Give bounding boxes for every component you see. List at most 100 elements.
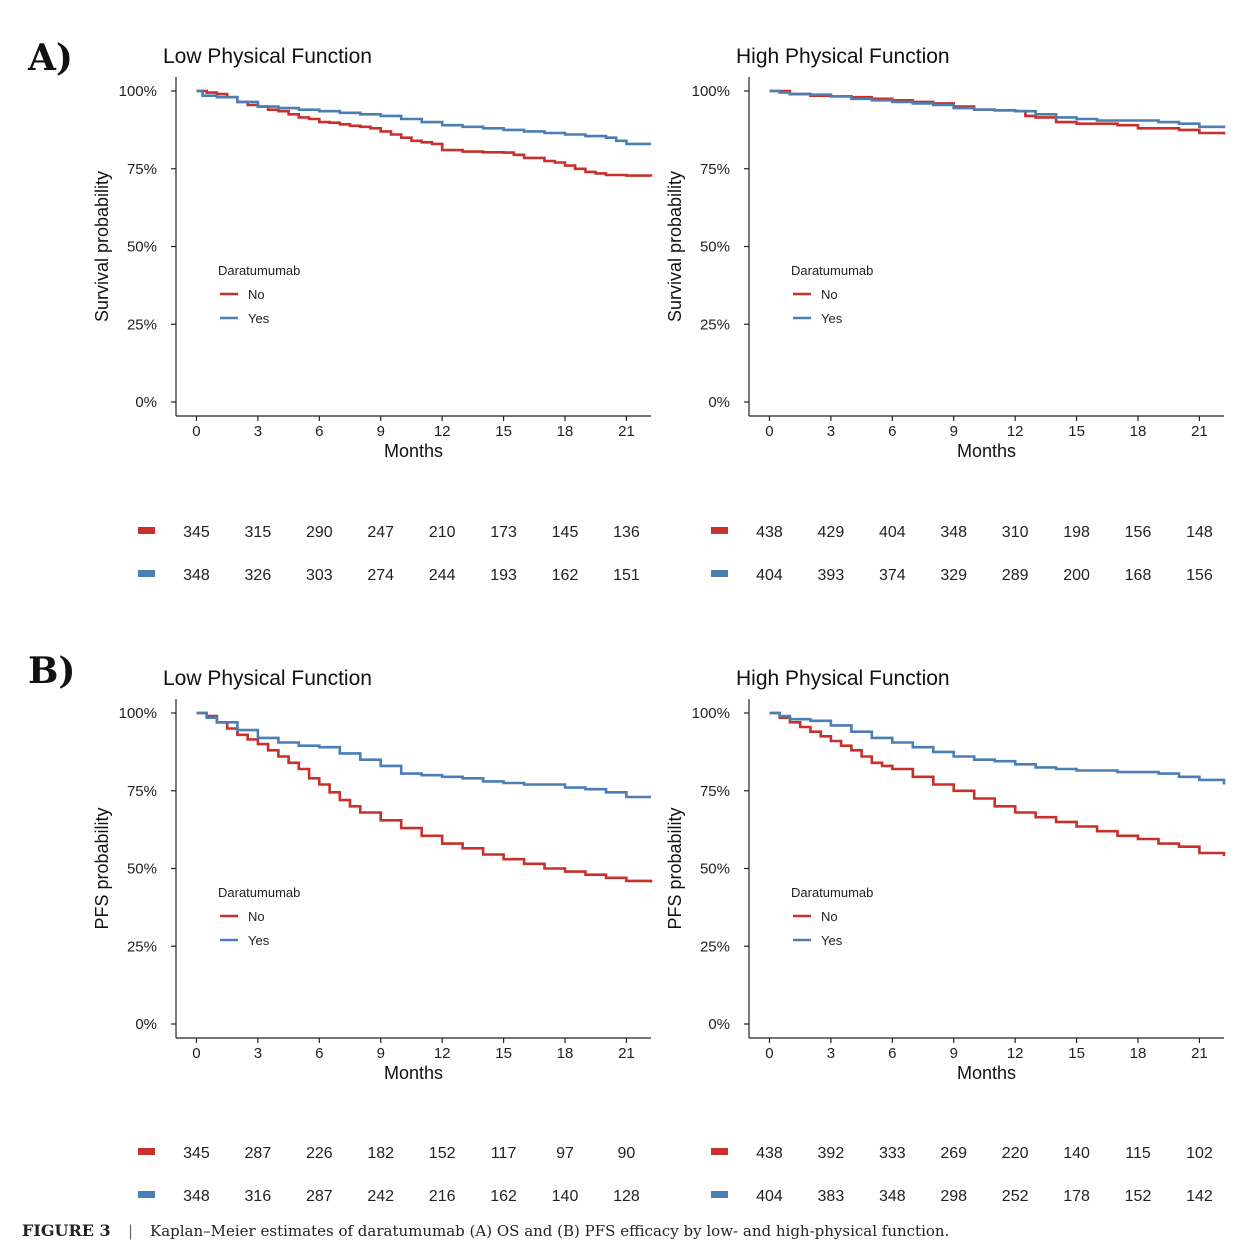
risk-count: 178 [1063, 1188, 1090, 1205]
risk-count: 247 [367, 524, 394, 541]
y-tick-label: 75% [127, 161, 157, 178]
y-tick-label: 100% [692, 705, 730, 722]
km-curve-yes [196, 711, 651, 799]
x-tick-label: 3 [827, 423, 835, 440]
legend-label-no: No [248, 909, 265, 924]
km-curve-yes [769, 711, 1226, 785]
risk-count: 316 [245, 1188, 272, 1205]
risk-count: 383 [818, 1188, 845, 1205]
risk-count: 200 [1063, 567, 1090, 584]
y-tick-label: 50% [127, 861, 157, 878]
x-axis-label: Months [384, 1063, 443, 1083]
legend-title: Daratumumab [218, 263, 300, 278]
risk-count: 329 [940, 567, 967, 584]
x-tick-label: 12 [1007, 423, 1024, 440]
risk-count: 287 [306, 1188, 333, 1205]
risk-count: 168 [1125, 567, 1152, 584]
risk-count: 393 [818, 567, 845, 584]
x-tick-label: 0 [192, 423, 200, 440]
risk-count: 226 [306, 1145, 333, 1162]
x-tick-label: 12 [1007, 1045, 1024, 1062]
y-axis-label: PFS probability [92, 807, 112, 929]
y-tick-label: 100% [119, 83, 157, 100]
risk-count: 210 [429, 524, 456, 541]
risk-count: 348 [879, 1188, 906, 1205]
x-tick-label: 15 [495, 1045, 512, 1062]
x-tick-label: 18 [557, 1045, 574, 1062]
risk-count: 404 [756, 1188, 783, 1205]
plot-title: Low Physical Function [163, 45, 372, 68]
risk-count: 216 [429, 1188, 456, 1205]
y-tick-label: 0% [708, 1016, 730, 1033]
x-tick-label: 6 [315, 1045, 323, 1062]
x-tick-label: 12 [434, 423, 451, 440]
risk-count: 136 [613, 524, 640, 541]
panel-label-b: B) [28, 650, 75, 692]
risk-count: 193 [490, 567, 517, 584]
legend-title: Daratumumab [791, 263, 873, 278]
x-tick-label: 18 [1130, 423, 1147, 440]
y-tick-label: 25% [700, 316, 730, 333]
legend-label-no: No [821, 287, 838, 302]
legend-label-yes: Yes [248, 311, 270, 326]
risk-count: 290 [306, 524, 333, 541]
risk-count: 102 [1186, 1145, 1213, 1162]
risk-count: 374 [879, 567, 906, 584]
risk-count: 345 [183, 1145, 210, 1162]
x-tick-label: 6 [888, 1045, 896, 1062]
risk-count: 152 [429, 1145, 456, 1162]
risk-count: 287 [245, 1145, 272, 1162]
risk-count: 348 [183, 1188, 210, 1205]
legend-title: Daratumumab [218, 885, 300, 900]
risk-count: 438 [756, 524, 783, 541]
risk-count: 156 [1186, 567, 1213, 584]
risk-count: 348 [183, 567, 210, 584]
caption-separator: | [128, 1222, 133, 1240]
risk-count: 438 [756, 1145, 783, 1162]
charts-layer: Low Physical Function 0% 25% 50% 75% 100% 0 3 6 9… [92, 45, 1226, 1205]
y-tick-label: 75% [700, 783, 730, 800]
y-axis-label: PFS probability [665, 807, 685, 929]
y-tick-label: 50% [127, 239, 157, 256]
y-tick-label: 25% [700, 938, 730, 955]
x-tick-label: 12 [434, 1045, 451, 1062]
risk-swatch-no [138, 1148, 155, 1155]
x-axis-label: Months [384, 441, 443, 461]
x-axis-label: Months [957, 441, 1016, 461]
risk-count: 429 [818, 524, 845, 541]
km-plot-2: High Physical Function 0% 25% 50% 75% 100% 0 3 6… [665, 45, 1226, 584]
x-tick-label: 9 [377, 423, 385, 440]
risk-count: 220 [1002, 1145, 1029, 1162]
plot-title: Low Physical Function [163, 667, 372, 690]
x-axis-label: Months [957, 1063, 1016, 1083]
risk-count: 404 [879, 524, 906, 541]
panel-label-a: A) [27, 37, 73, 79]
risk-swatch-no [711, 1148, 728, 1155]
risk-count: 252 [1002, 1188, 1029, 1205]
x-tick-label: 15 [1068, 1045, 1085, 1062]
risk-count: 145 [552, 524, 579, 541]
x-tick-label: 21 [618, 1045, 635, 1062]
x-tick-label: 0 [765, 423, 773, 440]
risk-count: 310 [1002, 524, 1029, 541]
risk-count: 315 [245, 524, 272, 541]
y-axis-label: Survival probability [92, 171, 112, 322]
y-tick-label: 0% [708, 394, 730, 411]
legend-label-no: No [248, 287, 265, 302]
km-plot-1: Low Physical Function 0% 25% 50% 75% 100% 0 3 6 9… [92, 45, 653, 584]
risk-count: 142 [1186, 1188, 1213, 1205]
risk-swatch-no [711, 527, 728, 534]
x-tick-label: 3 [254, 1045, 262, 1062]
km-curve-no [769, 711, 1226, 857]
x-tick-label: 9 [950, 423, 958, 440]
x-tick-label: 3 [254, 423, 262, 440]
caption-text: Kaplan–Meier estimates of daratumumab (A… [150, 1222, 949, 1240]
y-tick-label: 75% [127, 783, 157, 800]
x-tick-label: 6 [888, 423, 896, 440]
risk-swatch-no [138, 527, 155, 534]
y-tick-label: 100% [119, 705, 157, 722]
risk-count: 289 [1002, 567, 1029, 584]
risk-count: 156 [1125, 524, 1152, 541]
risk-count: 326 [245, 567, 272, 584]
